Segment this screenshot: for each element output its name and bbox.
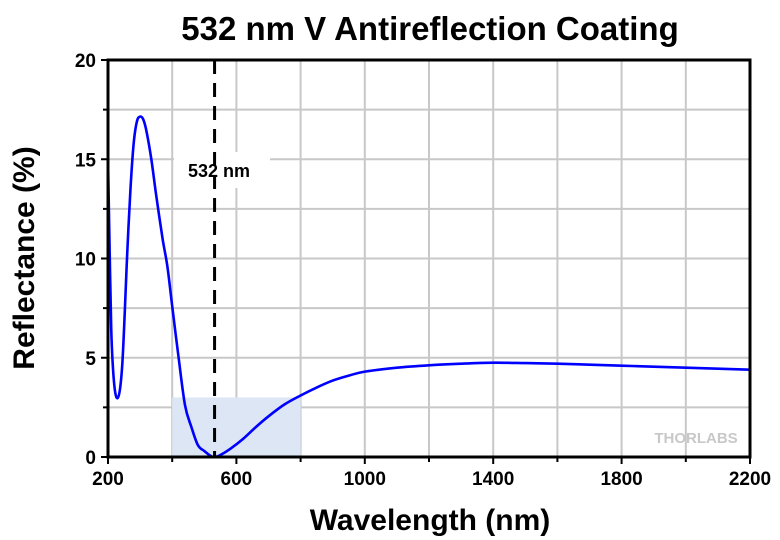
y-tick-label: 0 bbox=[85, 448, 96, 469]
y-tick-label: 15 bbox=[75, 150, 97, 171]
y-tick-label: 10 bbox=[75, 250, 96, 271]
y-axis-label: Reflectance (%) bbox=[8, 146, 41, 369]
ticks: 200 600 1000 1400 1800 2200 0 5 10 15 20 bbox=[75, 51, 771, 490]
chart-title: 532 nm V Antireflection Coating bbox=[181, 10, 679, 47]
x-tick-label: 200 bbox=[92, 469, 124, 490]
y-tick-label: 20 bbox=[75, 51, 96, 72]
grid bbox=[108, 60, 750, 457]
series-reflectance bbox=[106, 115, 751, 459]
x-axis-label: Wavelength (nm) bbox=[310, 504, 551, 537]
x-tick-label: 1400 bbox=[472, 469, 514, 490]
marker-label: 532 nm bbox=[188, 161, 250, 181]
y-tick-label: 5 bbox=[85, 349, 96, 370]
x-tick-label: 1000 bbox=[344, 469, 386, 490]
x-tick-label: 1800 bbox=[600, 469, 642, 490]
x-tick-label: 2200 bbox=[729, 469, 771, 490]
marker-label-bg bbox=[174, 152, 270, 188]
x-tick-label: 600 bbox=[221, 469, 253, 490]
thorlabs-watermark: THORLABS bbox=[654, 430, 737, 447]
